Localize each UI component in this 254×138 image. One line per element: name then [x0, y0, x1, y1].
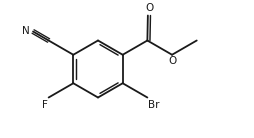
Text: Br: Br — [148, 99, 160, 109]
Text: O: O — [145, 3, 153, 13]
Text: F: F — [42, 99, 48, 109]
Text: N: N — [22, 26, 30, 35]
Text: O: O — [169, 56, 177, 66]
